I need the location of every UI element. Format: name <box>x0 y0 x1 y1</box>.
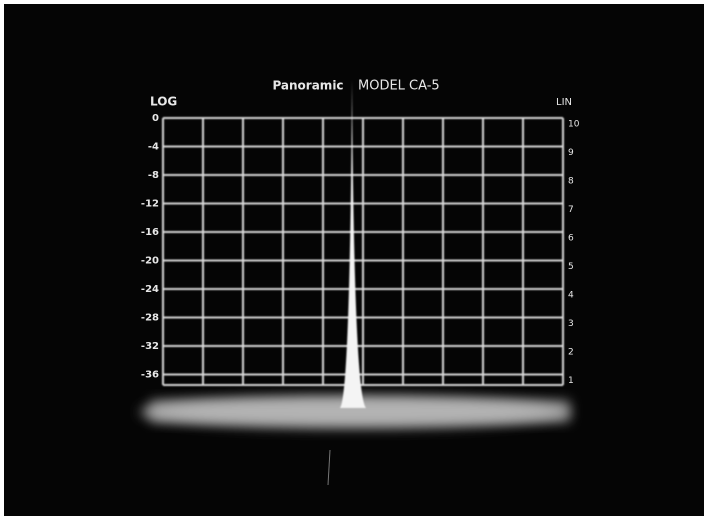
log-tick-label: -24 <box>141 284 159 295</box>
lin-tick-label: 3 <box>568 319 574 329</box>
log-tick-label: 0 <box>152 113 159 124</box>
lin-tick-label: 2 <box>568 348 574 358</box>
log-tick-label: -4 <box>148 142 159 153</box>
lin-tick-label: 6 <box>568 234 574 244</box>
model: MODEL CA-5 <box>358 79 440 94</box>
trace-artifact <box>327 449 331 486</box>
noise-band <box>150 400 570 422</box>
graticule <box>162 117 564 386</box>
log-tick-label: -8 <box>148 170 159 181</box>
log-tick-label: -16 <box>141 227 159 238</box>
lin-tick-label: 7 <box>568 205 574 215</box>
lin-tick-label: 4 <box>568 291 574 301</box>
log-tick-label: -36 <box>141 370 159 381</box>
log-tick-label: -28 <box>141 313 159 324</box>
log-tick-label: -20 <box>141 256 159 267</box>
lin-tick-label: 1 <box>568 376 574 386</box>
lin-label: LIN <box>556 97 572 108</box>
log-tick-label: -32 <box>141 341 159 352</box>
log-tick-label: -12 <box>141 199 159 210</box>
signal-peak <box>340 80 366 408</box>
scale-labels: 0 -4 -8 -12 -16 -20 -24 -28 -32 -36 10 9 8 7 6 5 4 3 2 1 <box>141 113 580 386</box>
lin-tick-label: 10 <box>568 120 580 130</box>
brand: Panoramic <box>272 79 343 93</box>
lin-tick-label: 5 <box>568 262 574 272</box>
log-label: LOG <box>150 95 177 109</box>
lin-tick-label: 9 <box>568 148 574 158</box>
lin-tick-label: 8 <box>568 177 574 187</box>
